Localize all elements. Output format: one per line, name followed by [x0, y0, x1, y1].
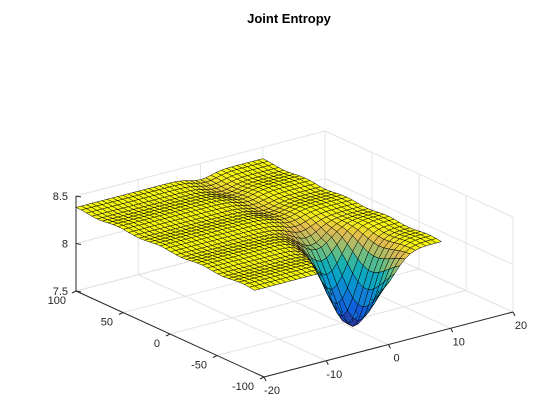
- x-tick-label: 10: [453, 336, 465, 348]
- x-tick-mark: [264, 377, 266, 381]
- y-tick-mark: [260, 377, 264, 379]
- x-tick-label: 0: [393, 353, 399, 365]
- y-tick-mark: [119, 313, 123, 315]
- y-tick-mark: [166, 334, 170, 336]
- x-tick-mark: [326, 361, 328, 365]
- y-tick-mark: [213, 356, 217, 358]
- surface: [76, 159, 441, 327]
- z-tick-mark: [76, 244, 81, 245]
- chart-title: Joint Entropy: [247, 11, 332, 26]
- z-tick-label: 8.5: [53, 191, 68, 203]
- x-tick-label: -20: [264, 385, 280, 397]
- x-tick-label: -10: [326, 369, 342, 381]
- z-tick-label: 7.5: [53, 286, 68, 298]
- z-tick-label: 8: [62, 239, 68, 251]
- z-tick-mark: [76, 196, 81, 197]
- x-tick-mark: [389, 345, 391, 349]
- y-tick-label: 0: [154, 338, 160, 350]
- y-tick-label: -50: [191, 360, 207, 372]
- y-tick-label: -100: [232, 381, 254, 393]
- x-tick-mark: [451, 328, 453, 332]
- x-tick-label: 20: [515, 320, 527, 332]
- x-tick-mark: [513, 312, 515, 316]
- y-tick-label: 50: [101, 317, 113, 329]
- y-tick-mark: [72, 291, 76, 293]
